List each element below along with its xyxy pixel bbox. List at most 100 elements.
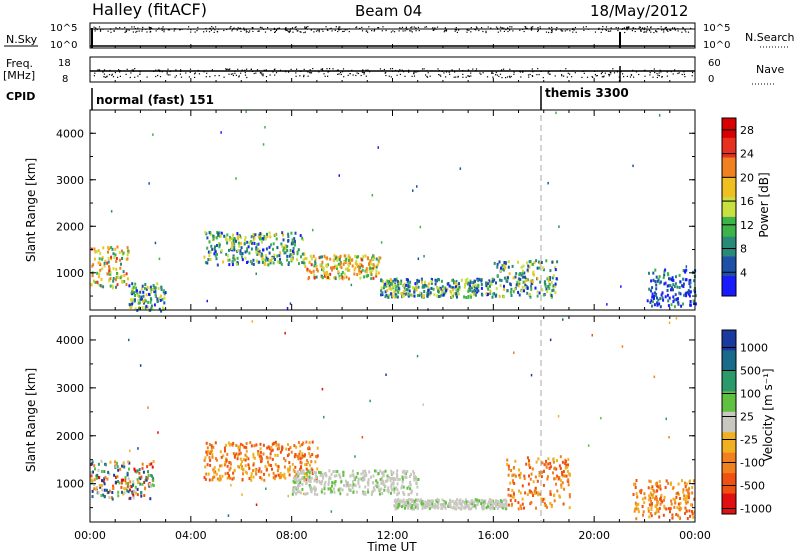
echo-cell	[443, 501, 446, 505]
echo-cell	[220, 131, 222, 134]
echo-cell	[430, 286, 433, 290]
echo-cell	[653, 296, 655, 300]
echo-cell	[314, 262, 317, 266]
echo-cell	[299, 491, 302, 495]
echo-cell	[688, 294, 691, 298]
echo-cell	[292, 241, 295, 245]
echo-cell	[112, 484, 115, 488]
echo-cell	[427, 285, 430, 289]
nsky-dot	[455, 27, 457, 29]
echo-cell	[301, 252, 304, 256]
echo-cell	[401, 470, 404, 474]
freq-dot	[132, 69, 134, 71]
echo-cell	[686, 500, 689, 504]
echo-cell	[416, 278, 419, 282]
echo-cell	[233, 245, 236, 249]
echo-cell	[685, 265, 688, 268]
echo-cell	[426, 499, 429, 503]
echo-cell	[547, 457, 550, 461]
echo-cell	[141, 298, 144, 302]
echo-cell	[376, 481, 379, 485]
nsky-dot	[291, 27, 294, 29]
echo-cell	[301, 482, 304, 486]
echo-cell	[663, 270, 666, 274]
echo-cell	[438, 278, 440, 282]
echo-cell	[462, 500, 465, 504]
echo-cell	[503, 263, 505, 267]
echo-cell	[323, 271, 326, 275]
echo-cell	[375, 272, 378, 276]
echo-cell	[682, 277, 685, 281]
echo-cell	[488, 500, 491, 504]
echo-cell	[564, 462, 567, 465]
echo-cell	[266, 232, 268, 236]
nsky-dot	[128, 29, 130, 31]
echo-cell	[397, 286, 400, 290]
echo-cell	[513, 287, 516, 291]
nsky-dot	[343, 30, 345, 32]
nsky-dot	[150, 26, 152, 29]
echo-cell	[409, 483, 412, 487]
echo-cell	[308, 479, 311, 483]
echo-cell	[413, 500, 416, 503]
echo-cell	[684, 499, 687, 503]
echo-cell	[99, 268, 102, 272]
echo-cell	[659, 497, 661, 501]
echo-cell	[93, 247, 96, 251]
echo-cell	[289, 465, 291, 469]
echo-cell	[399, 281, 402, 285]
echo-cell	[310, 488, 313, 492]
nsky-dot	[252, 30, 254, 32]
freq-dot	[203, 71, 205, 73]
freq-dot	[211, 69, 213, 71]
echo-cell	[387, 295, 390, 299]
echo-cell	[648, 515, 651, 519]
nsky-dot	[644, 27, 646, 29]
echo-cell	[694, 294, 697, 298]
echo-cell	[378, 492, 381, 496]
echo-cell	[345, 484, 348, 488]
echo-cell	[236, 256, 239, 260]
echo-cell	[672, 486, 675, 490]
echo-cell	[528, 459, 530, 463]
echo-cell	[344, 258, 347, 262]
echo-cell	[260, 470, 263, 474]
echo-cell	[279, 251, 282, 255]
echo-cell	[258, 233, 261, 237]
echo-cell	[130, 298, 133, 302]
echo-cell	[651, 495, 654, 499]
echo-cell	[112, 279, 115, 283]
nsky-dot	[665, 26, 667, 28]
nsky-dot	[214, 29, 216, 31]
freq-dot	[602, 76, 605, 78]
echo-cell	[674, 501, 677, 505]
echo-cell	[664, 295, 667, 299]
nsky-dot	[530, 29, 533, 31]
nsky-dot	[284, 29, 286, 31]
echo-cell	[650, 499, 653, 503]
echo-cell	[509, 498, 512, 502]
nsky-dot	[163, 31, 165, 33]
echo-cell	[392, 482, 394, 486]
echo-cell	[209, 458, 212, 462]
echo-cell	[540, 475, 543, 479]
echo-cell	[633, 483, 635, 487]
echo-cell	[520, 507, 523, 510]
echo-cell	[260, 233, 263, 236]
echo-cell	[552, 284, 555, 288]
echo-cell	[145, 287, 148, 291]
freq-dot	[134, 68, 136, 70]
freq-dot	[475, 68, 478, 70]
echo-cell	[395, 277, 398, 281]
freq-dot	[571, 76, 573, 78]
echo-cell	[306, 267, 309, 271]
echo-cell	[372, 489, 375, 493]
echo-cell	[307, 477, 310, 481]
freq-dot	[139, 71, 141, 73]
echo-cell	[231, 244, 234, 248]
echo-cell	[395, 486, 398, 490]
echo-cell	[474, 506, 477, 510]
echo-cell	[382, 474, 385, 478]
echo-cell	[108, 489, 111, 493]
echo-cell	[501, 264, 504, 268]
